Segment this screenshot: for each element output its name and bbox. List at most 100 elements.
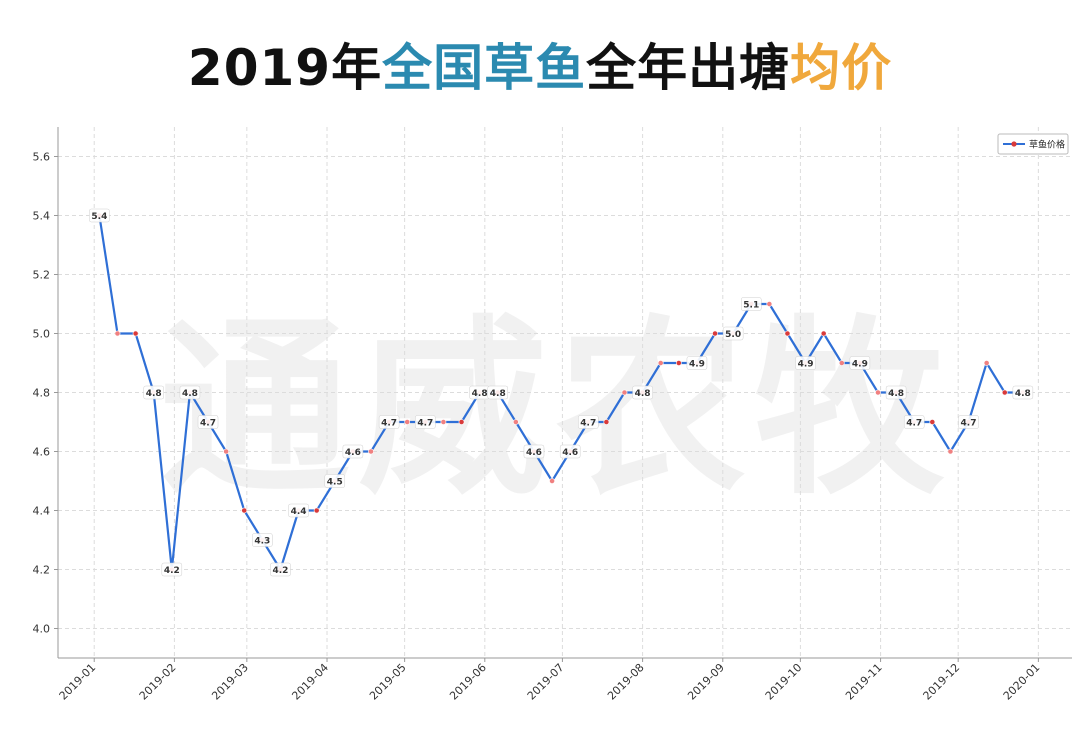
data-label-layer: 5.44.84.24.84.74.34.24.44.54.64.7 4.74.8 4… — [89, 208, 1034, 577]
x-tick-label: 2019-05 — [367, 661, 409, 703]
x-tick-label: 2019-10 — [763, 661, 805, 703]
data-label: 4.3 — [254, 537, 270, 547]
y-tick-label: 4.0 — [33, 623, 51, 636]
x-tick-label: 2019-01 — [57, 661, 99, 703]
data-point-marker — [603, 419, 610, 425]
data-point-marker — [820, 330, 827, 337]
title-part-annual: 全年出塘 — [586, 39, 791, 97]
data-label: 4.8 — [635, 389, 651, 399]
title-part-avg: 均价 — [790, 39, 893, 97]
data-label: 4.7 — [200, 419, 216, 429]
title-part-year: 2019年 — [187, 39, 383, 97]
legend-label: 草鱼价格 — [1029, 139, 1065, 151]
y-tick-label: 5.6 — [33, 151, 51, 164]
data-label-box — [849, 356, 871, 370]
data-label-box — [324, 474, 346, 488]
data-point-marker — [549, 478, 555, 484]
data-label-box — [197, 415, 219, 429]
data-point-marker — [838, 360, 845, 366]
data-point-marker — [1001, 389, 1008, 396]
x-tick-label: 2019-12 — [921, 661, 963, 703]
data-point-marker — [313, 507, 320, 514]
data-label-box — [161, 562, 183, 577]
x-tick-label: 2019-02 — [137, 661, 179, 703]
page-title: 2019年全国草鱼全年出塘均价 — [0, 28, 1080, 100]
data-point-marker — [657, 360, 664, 366]
data-label-box — [632, 385, 653, 400]
data-label-box — [722, 326, 744, 341]
legend-marker-swatch — [1011, 141, 1017, 147]
data-label-box — [740, 297, 762, 311]
data-label-box — [523, 444, 545, 459]
data-point-marker — [983, 360, 990, 366]
data-label-box — [179, 385, 201, 400]
y-tick-label: 4.4 — [33, 505, 51, 518]
data-label: 4.2 — [164, 566, 180, 576]
data-label: 4.9 — [689, 360, 705, 370]
data-label: 4.5 — [327, 478, 343, 488]
legend-box — [997, 133, 1069, 155]
y-tick-label: 4.2 — [33, 564, 51, 577]
data-point-marker — [621, 389, 628, 396]
data-label-box — [903, 415, 925, 429]
x-tick-label: 2019-03 — [209, 661, 251, 703]
data-label-box — [578, 415, 599, 429]
data-label: 4.8 — [146, 389, 162, 399]
data-label: 4.6 — [345, 448, 361, 458]
data-label: 5.0 — [725, 330, 741, 340]
data-label: 4.6 — [562, 448, 578, 458]
data-label: 4.8 — [1015, 389, 1031, 399]
data-label: 4.7 — [961, 419, 977, 429]
data-label-box — [143, 385, 164, 400]
data-point-marker — [223, 448, 230, 455]
data-point-marker — [766, 301, 773, 307]
data-label: 4.9 — [798, 360, 814, 370]
series-line-layer — [98, 215, 1023, 571]
data-point-marker — [512, 419, 519, 425]
data-label-box — [415, 415, 436, 429]
data-label: 4.9 — [852, 360, 868, 370]
data-label: 4.8 — [472, 389, 488, 399]
data-label: 4.2 — [272, 566, 288, 576]
data-label-box — [487, 385, 508, 400]
x-tick-label: 2019-04 — [289, 661, 331, 703]
data-point-marker — [929, 419, 936, 425]
data-label-box — [270, 562, 291, 577]
y-tick-label: 5.4 — [33, 210, 51, 223]
data-label: 4.7 — [580, 419, 596, 429]
data-label-box — [288, 503, 309, 518]
data-point-marker — [114, 330, 121, 337]
data-label-box — [795, 356, 816, 370]
y-tick-label: 4.8 — [33, 387, 51, 400]
legend: 草鱼价格 — [997, 133, 1069, 155]
data-label: 4.8 — [182, 389, 198, 399]
data-point-marker — [132, 330, 139, 337]
data-label: 4.7 — [906, 419, 922, 429]
data-label: 4.7 — [381, 419, 397, 429]
x-tick-label: 2019-08 — [605, 661, 647, 703]
y-tick-label: 5.0 — [33, 328, 51, 341]
x-tick-label: 2020-01 — [1001, 661, 1043, 703]
x-tick-label: 2019-11 — [843, 661, 885, 703]
data-label-box — [559, 444, 581, 459]
x-tick-label: 2019-09 — [685, 661, 727, 703]
data-label-box — [252, 533, 273, 547]
grid — [58, 127, 1072, 658]
data-point-marker — [404, 419, 411, 425]
data-label-box — [342, 444, 364, 459]
data-point-marker — [675, 360, 682, 366]
data-label: 4.4 — [291, 507, 307, 517]
data-label-box — [1012, 385, 1034, 400]
series-line — [98, 215, 1023, 571]
data-point-marker — [241, 507, 248, 514]
data-label: 5.4 — [91, 212, 107, 222]
data-label-box — [686, 356, 708, 370]
data-point-marker — [440, 419, 447, 425]
data-point-marker — [458, 419, 465, 425]
data-point-marker — [784, 330, 791, 337]
data-label-box — [885, 385, 907, 400]
data-point-marker — [875, 389, 881, 396]
data-label: 4.8 — [490, 389, 506, 399]
x-tick-label: 2019-06 — [447, 661, 489, 703]
